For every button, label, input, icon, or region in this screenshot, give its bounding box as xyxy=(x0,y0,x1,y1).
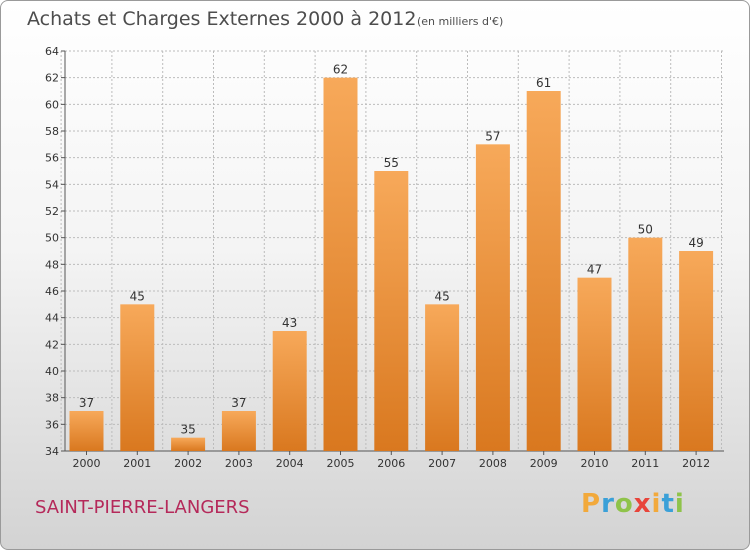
y-tick-label: 38 xyxy=(45,392,59,405)
bar-2010 xyxy=(577,277,612,451)
y-tick-label: 40 xyxy=(45,365,59,378)
y-tick-label: 58 xyxy=(45,125,59,138)
value-label-2012: 49 xyxy=(688,236,703,250)
x-tick-label-2006: 2006 xyxy=(377,457,405,470)
x-tick-label-2002: 2002 xyxy=(174,457,202,470)
y-tick-label: 50 xyxy=(45,232,59,245)
x-tick-label-2008: 2008 xyxy=(479,457,507,470)
x-tick-label-2004: 2004 xyxy=(276,457,304,470)
brand-letter: t xyxy=(661,489,675,519)
value-label-2011: 50 xyxy=(638,223,653,237)
bar-2007 xyxy=(425,304,460,451)
brand-letter: o xyxy=(614,489,634,519)
value-label-2005: 62 xyxy=(333,63,348,77)
value-label-2002: 35 xyxy=(180,423,195,437)
y-tick-label: 34 xyxy=(45,445,59,458)
brand-letter: x xyxy=(633,489,652,519)
y-tick-label: 42 xyxy=(45,338,59,351)
chart-subtitle: (en milliers d'€) xyxy=(417,15,504,28)
value-label-2000: 37 xyxy=(79,396,94,410)
y-tick-label: 60 xyxy=(45,98,59,111)
x-tick-label-2009: 2009 xyxy=(530,457,558,470)
y-tick-label: 54 xyxy=(45,178,59,191)
y-tick-label: 46 xyxy=(45,285,59,298)
bar-2000 xyxy=(69,411,104,451)
y-tick-label: 44 xyxy=(45,312,59,325)
x-tick-labels: 2000 2001 2002 2003 2004 2005 2006 2007 2008 2009… xyxy=(73,457,711,470)
x-tick-label-2001: 2001 xyxy=(123,457,151,470)
bar-2003 xyxy=(221,411,256,451)
brand-letter: i xyxy=(651,489,662,519)
x-tick-label-2007: 2007 xyxy=(428,457,456,470)
brand-letter: r xyxy=(601,489,615,519)
x-tick-label-2003: 2003 xyxy=(225,457,253,470)
value-label-2009: 61 xyxy=(536,76,551,90)
x-tick-label-2005: 2005 xyxy=(327,457,355,470)
commune-name: SAINT-PIERRE-LANGERS xyxy=(35,497,250,518)
bar-2002 xyxy=(171,437,206,451)
value-label-2004: 43 xyxy=(282,316,297,330)
value-label-2006: 55 xyxy=(384,156,399,170)
value-label-2007: 45 xyxy=(434,289,449,303)
bar-2009 xyxy=(526,91,561,451)
y-tick-label: 48 xyxy=(45,258,59,271)
bar-2001 xyxy=(120,304,155,451)
y-tick-label: 64 xyxy=(45,45,59,58)
bar-2004 xyxy=(272,331,307,451)
bar-2008 xyxy=(475,144,510,452)
bar-2012 xyxy=(679,251,714,451)
x-tick-label-2010: 2010 xyxy=(581,457,609,470)
y-tick-label: 56 xyxy=(45,152,59,165)
x-tick-label-2000: 2000 xyxy=(73,457,101,470)
y-tick-label: 62 xyxy=(45,72,59,85)
bars: 37 45 35 37 43 62 55 45 57 61 47 50 49 xyxy=(69,63,714,452)
value-label-2008: 57 xyxy=(485,129,500,143)
y-tick-labels: 34 36 38 40 42 44 46 48 50 52 54 56 58 60 62 64 xyxy=(45,45,59,458)
bar-2005 xyxy=(323,77,358,452)
x-tick-label-2011: 2011 xyxy=(631,457,659,470)
proxiti-logo: Proxiti xyxy=(581,489,685,519)
chart-title: Achats et Charges Externes 2000 à 2012 xyxy=(27,8,417,30)
brand-letter: P xyxy=(581,489,602,519)
bar-2011 xyxy=(628,237,663,451)
y-tick-label: 52 xyxy=(45,205,59,218)
value-label-2003: 37 xyxy=(231,396,246,410)
value-label-2010: 47 xyxy=(587,263,602,277)
brand-letter: i xyxy=(674,489,685,519)
y-tick-label: 36 xyxy=(45,418,59,431)
bar-2006 xyxy=(374,171,409,451)
x-tick-label-2012: 2012 xyxy=(682,457,710,470)
value-label-2001: 45 xyxy=(130,289,145,303)
